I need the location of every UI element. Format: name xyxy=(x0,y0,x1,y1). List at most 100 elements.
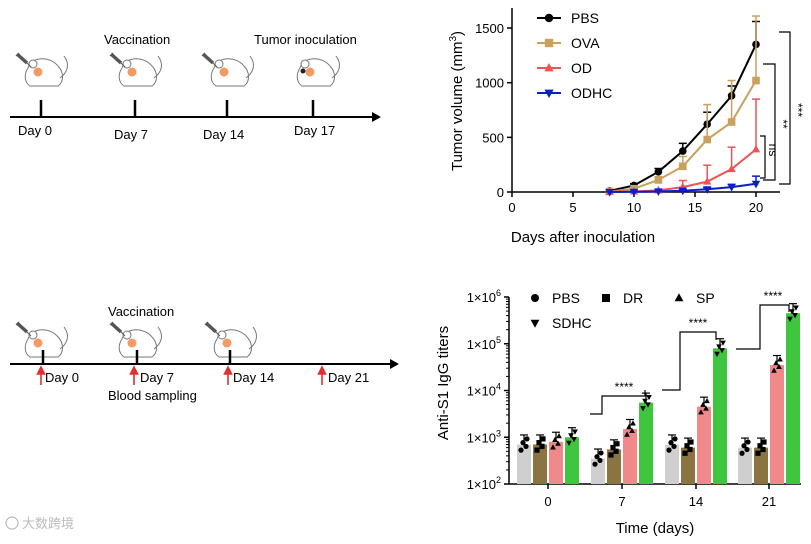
legend-label: DR xyxy=(623,290,643,306)
data-point xyxy=(654,188,663,197)
data-point xyxy=(597,457,603,464)
tumor-volume-chart: 0 500 1000 1500 0 5 10 15 20 PBS OVA OD ODHC ns ** … xyxy=(448,8,805,246)
y-tick-label-base: 1×10 xyxy=(467,477,496,492)
data-point xyxy=(704,397,710,404)
bar xyxy=(623,429,637,484)
data-point xyxy=(688,439,694,445)
data-point xyxy=(592,461,598,467)
syringe-icon xyxy=(203,320,222,338)
data-point xyxy=(678,187,687,196)
x-axis-title: Days after inoculation xyxy=(511,229,655,246)
bar xyxy=(639,402,653,484)
data-point xyxy=(518,447,524,453)
data-point xyxy=(714,351,720,358)
data-point xyxy=(626,424,632,430)
significance-brackets: ns ** *** xyxy=(760,31,805,185)
bar xyxy=(517,444,531,484)
x-axis-title: Time (days) xyxy=(616,520,695,537)
data-point xyxy=(629,188,639,197)
mouse-icon xyxy=(24,326,68,358)
data-point xyxy=(687,446,693,453)
bar xyxy=(665,444,679,484)
quad-star-annotation: **** xyxy=(615,380,634,394)
data-point xyxy=(776,363,782,370)
tumor-dot-icon xyxy=(300,68,306,74)
data-point xyxy=(755,450,761,456)
data-point xyxy=(720,340,726,346)
data-point xyxy=(520,440,526,446)
data-point xyxy=(668,440,674,446)
legend-label: PBS xyxy=(552,290,580,306)
data-point xyxy=(605,188,614,197)
bar xyxy=(770,365,784,484)
data-point xyxy=(539,443,545,449)
legend-marker xyxy=(544,89,554,99)
data-point xyxy=(534,447,540,453)
data-point xyxy=(760,446,766,453)
data-point xyxy=(645,402,651,408)
data-point xyxy=(642,398,648,404)
data-point xyxy=(684,443,690,449)
x-tick-label: 0 xyxy=(544,494,551,509)
y-tick-label-base: 1×10 xyxy=(467,290,496,305)
timeline-a-arrowhead xyxy=(372,112,381,122)
data-point xyxy=(536,440,542,446)
data-point xyxy=(700,401,706,407)
data-point xyxy=(555,440,561,446)
legend-label: OVA xyxy=(571,35,600,51)
data-point xyxy=(571,437,577,443)
bar xyxy=(565,437,579,484)
legend-marker xyxy=(530,319,540,328)
data-point xyxy=(751,144,761,153)
bar xyxy=(591,458,605,484)
data-point xyxy=(540,436,546,442)
y-tick-label: 1000 xyxy=(475,76,504,91)
y-tick-label-base: 1×10 xyxy=(467,430,496,445)
day-label: Day 21 xyxy=(328,370,369,385)
timeline-a: Vaccination Tumor inoculation Day 0 Day … xyxy=(10,32,381,142)
data-point xyxy=(524,436,530,442)
bar xyxy=(713,348,727,484)
data-point xyxy=(727,118,736,126)
legend-marker xyxy=(544,62,554,72)
bar xyxy=(549,441,563,484)
bar xyxy=(533,444,547,484)
tumor-inoculation-label: Tumor inoculation xyxy=(254,32,357,47)
data-point xyxy=(698,409,704,415)
legend-marker xyxy=(531,294,539,302)
data-point xyxy=(773,360,779,366)
data-point xyxy=(703,177,712,185)
y-tick-label: 500 xyxy=(482,130,504,145)
data-point xyxy=(703,135,711,144)
vaccination-label: Vaccination xyxy=(108,304,174,319)
x-tick-label: 20 xyxy=(749,200,763,215)
y-axis-title-end: ) xyxy=(449,31,466,36)
data-point xyxy=(550,444,556,450)
data-point xyxy=(671,443,677,449)
data-point xyxy=(608,452,614,458)
x-tick-label: 7 xyxy=(618,494,625,509)
mouse-icon xyxy=(210,55,254,87)
data-point xyxy=(646,394,652,401)
data-point xyxy=(666,447,672,453)
legend-marker xyxy=(544,13,554,23)
watermark: 大数跨境 xyxy=(5,516,74,531)
legend-marker xyxy=(674,293,684,302)
timeline-b: Vaccination Day 0 Day 7 Day 14 Day 21 Bl… xyxy=(10,304,399,403)
y-tick-label-exp: 4 xyxy=(496,382,501,392)
data-point xyxy=(613,448,619,454)
day-label: Day 0 xyxy=(45,370,79,385)
syringe-icon xyxy=(200,51,219,69)
data-point xyxy=(523,443,529,449)
mouse-icon xyxy=(24,55,68,87)
data-point xyxy=(727,164,736,173)
data-point xyxy=(630,420,636,426)
syringe-icon xyxy=(14,51,33,69)
x-tick-label: 0 xyxy=(508,200,515,215)
data-point xyxy=(654,167,663,176)
day-label: Day 7 xyxy=(114,127,148,142)
legend-label: SP xyxy=(696,290,715,306)
data-point xyxy=(624,431,630,437)
y-tick-label-exp: 3 xyxy=(496,428,501,438)
